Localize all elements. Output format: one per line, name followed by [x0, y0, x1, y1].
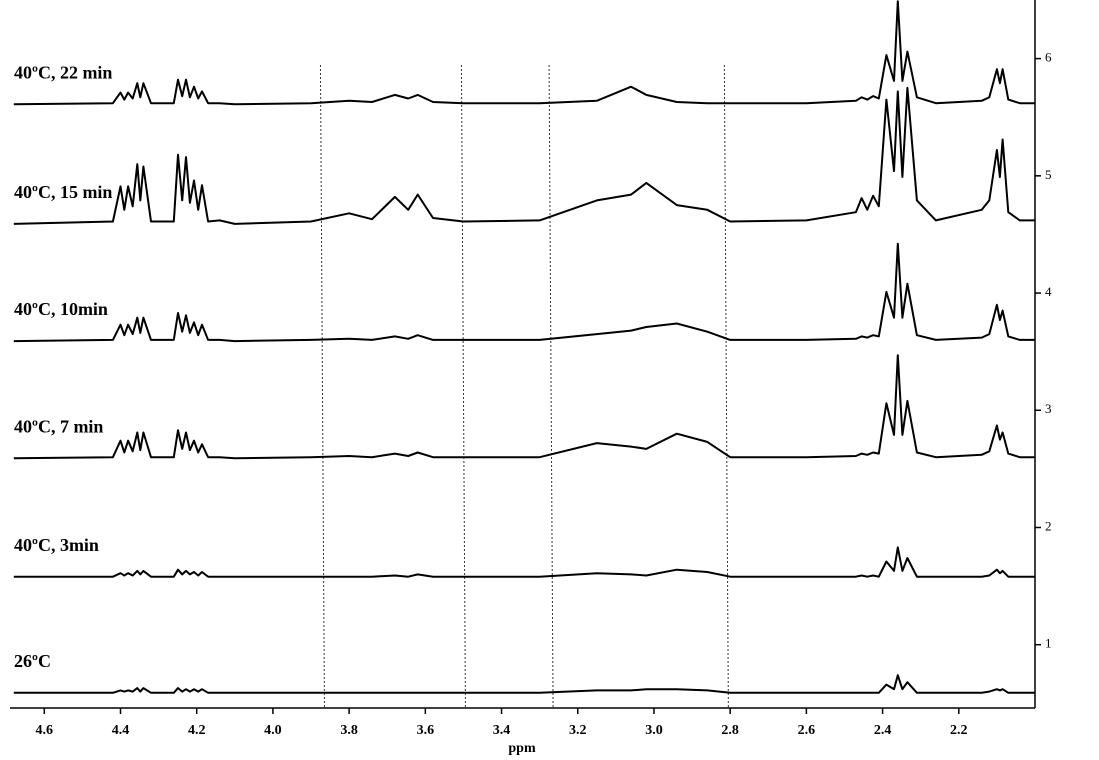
spectrum-line: [13, 674, 1035, 694]
spectrum-line: [13, 86, 1035, 225]
x-tick-label: 2.2: [950, 723, 968, 738]
reference-line: [319, 64, 325, 709]
spectrum-label: 40ºC, 22 min: [14, 62, 112, 82]
x-tick-label: 3.8: [340, 723, 358, 738]
x-tick-label: 4.4: [112, 723, 130, 738]
reference-line: [723, 64, 729, 709]
x-tick-label: 4.6: [36, 723, 54, 738]
y-tick-label: 5: [1045, 167, 1052, 182]
y-tick-label: 6: [1045, 50, 1052, 65]
x-tick-label: 3.4: [493, 723, 511, 738]
x-tick-label: 3.6: [417, 723, 435, 738]
spectrum-label: 40ºC, 10min: [14, 299, 108, 319]
spectrum-label: 40ºC, 15 min: [14, 182, 112, 202]
x-tick-label: 3.2: [569, 723, 587, 738]
spectrum-label: 26ºC: [14, 651, 51, 671]
spectrum-label: 40ºC, 7 min: [14, 416, 103, 436]
x-tick-label: 2.4: [874, 723, 892, 738]
y-tick-label: 1: [1045, 636, 1052, 651]
x-tick-label: 4.2: [188, 723, 206, 738]
x-tick-label: 3.0: [645, 723, 663, 738]
x-tick-label: 2.8: [721, 723, 739, 738]
spectrum-line: [13, 546, 1035, 578]
reference-line: [548, 64, 554, 709]
y-tick-label: 3: [1045, 401, 1052, 416]
x-tick-label: 4.0: [264, 723, 282, 738]
spectrum-line: [13, 0, 1035, 106]
spectrum-label: 40ºC, 3min: [14, 535, 99, 555]
y-tick-label: 4: [1045, 284, 1052, 299]
spectrum-line: [13, 242, 1035, 343]
reference-line: [460, 64, 466, 709]
x-axis-title: ppm: [508, 741, 536, 756]
y-tick-label: 2: [1045, 518, 1052, 533]
spectrum-line: [13, 354, 1035, 460]
x-tick-label: 2.6: [798, 723, 816, 738]
